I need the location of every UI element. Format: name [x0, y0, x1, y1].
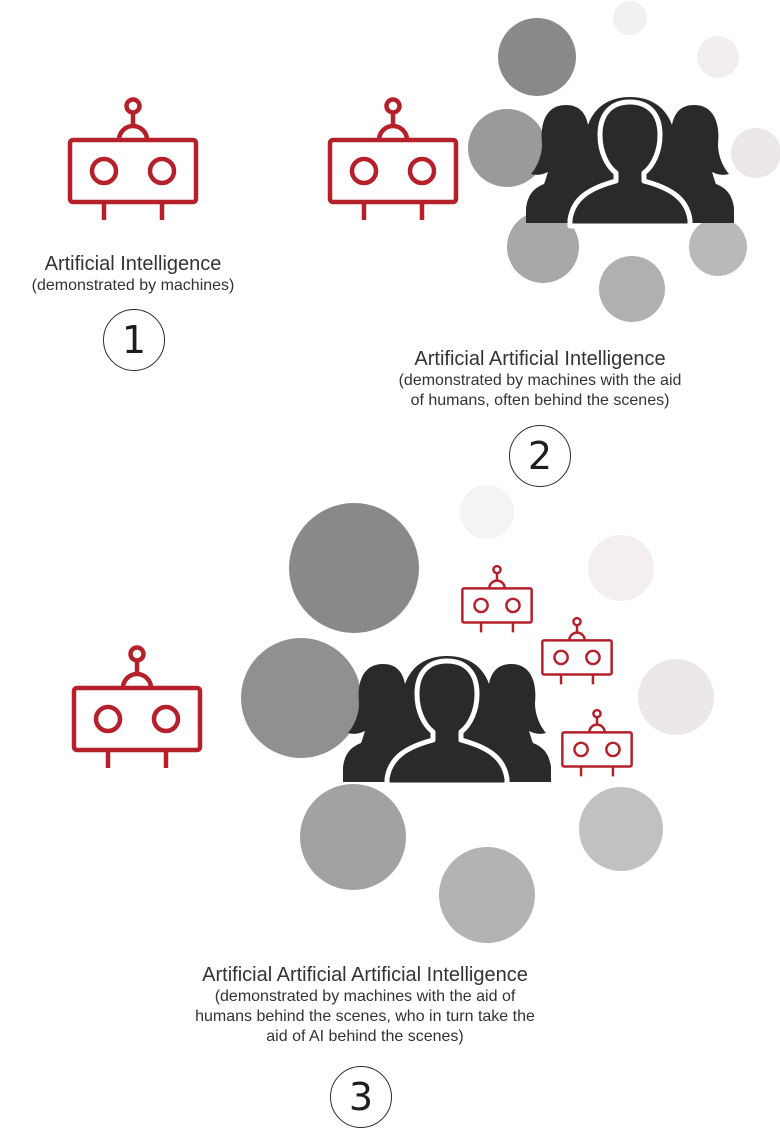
- small-robot-icon: [461, 564, 533, 634]
- panel-title: Artificial Artificial Artificial Intelli…: [202, 964, 528, 986]
- caption-3: Artificial Artificial Artificial Intelli…: [135, 963, 595, 1047]
- caption-1: Artificial Intelligence (demonstrated by…: [0, 252, 266, 296]
- panel-subtitle-line: (demonstrated by machines with the aid o…: [214, 988, 516, 1005]
- step-number-badge: 2: [509, 425, 571, 487]
- step-number-badge: 1: [103, 309, 165, 371]
- panel-subtitle-line: (demonstrated by machines with the aid: [398, 372, 682, 389]
- robot-icon: [74, 648, 200, 769]
- panel-subtitle-line: aid of AI behind the scenes): [266, 1028, 464, 1045]
- caption-2: Artificial Artificial Intelligence (demo…: [360, 347, 720, 411]
- small-robot-icon: [561, 708, 633, 778]
- circle-cluster-2: [468, 1, 780, 322]
- panel-title: Artificial Artificial Intelligence: [414, 348, 666, 370]
- panel-title: Artificial Intelligence: [44, 253, 222, 275]
- panel-subtitle-line: humans behind the scenes, who in turn ta…: [195, 1008, 535, 1025]
- panel-subtitle-line: of humans, often behind the scenes): [410, 392, 670, 409]
- small-robot-icon: [541, 616, 613, 686]
- robot-icon: [70, 100, 196, 221]
- step-number-badge: 3: [330, 1066, 392, 1128]
- robot-icon: [330, 100, 456, 221]
- people-group-icon: [526, 97, 734, 226]
- circle-cluster-3: [241, 485, 714, 943]
- people-group-icon: [343, 656, 551, 785]
- panel-subtitle-line: (demonstrated by machines): [31, 277, 235, 294]
